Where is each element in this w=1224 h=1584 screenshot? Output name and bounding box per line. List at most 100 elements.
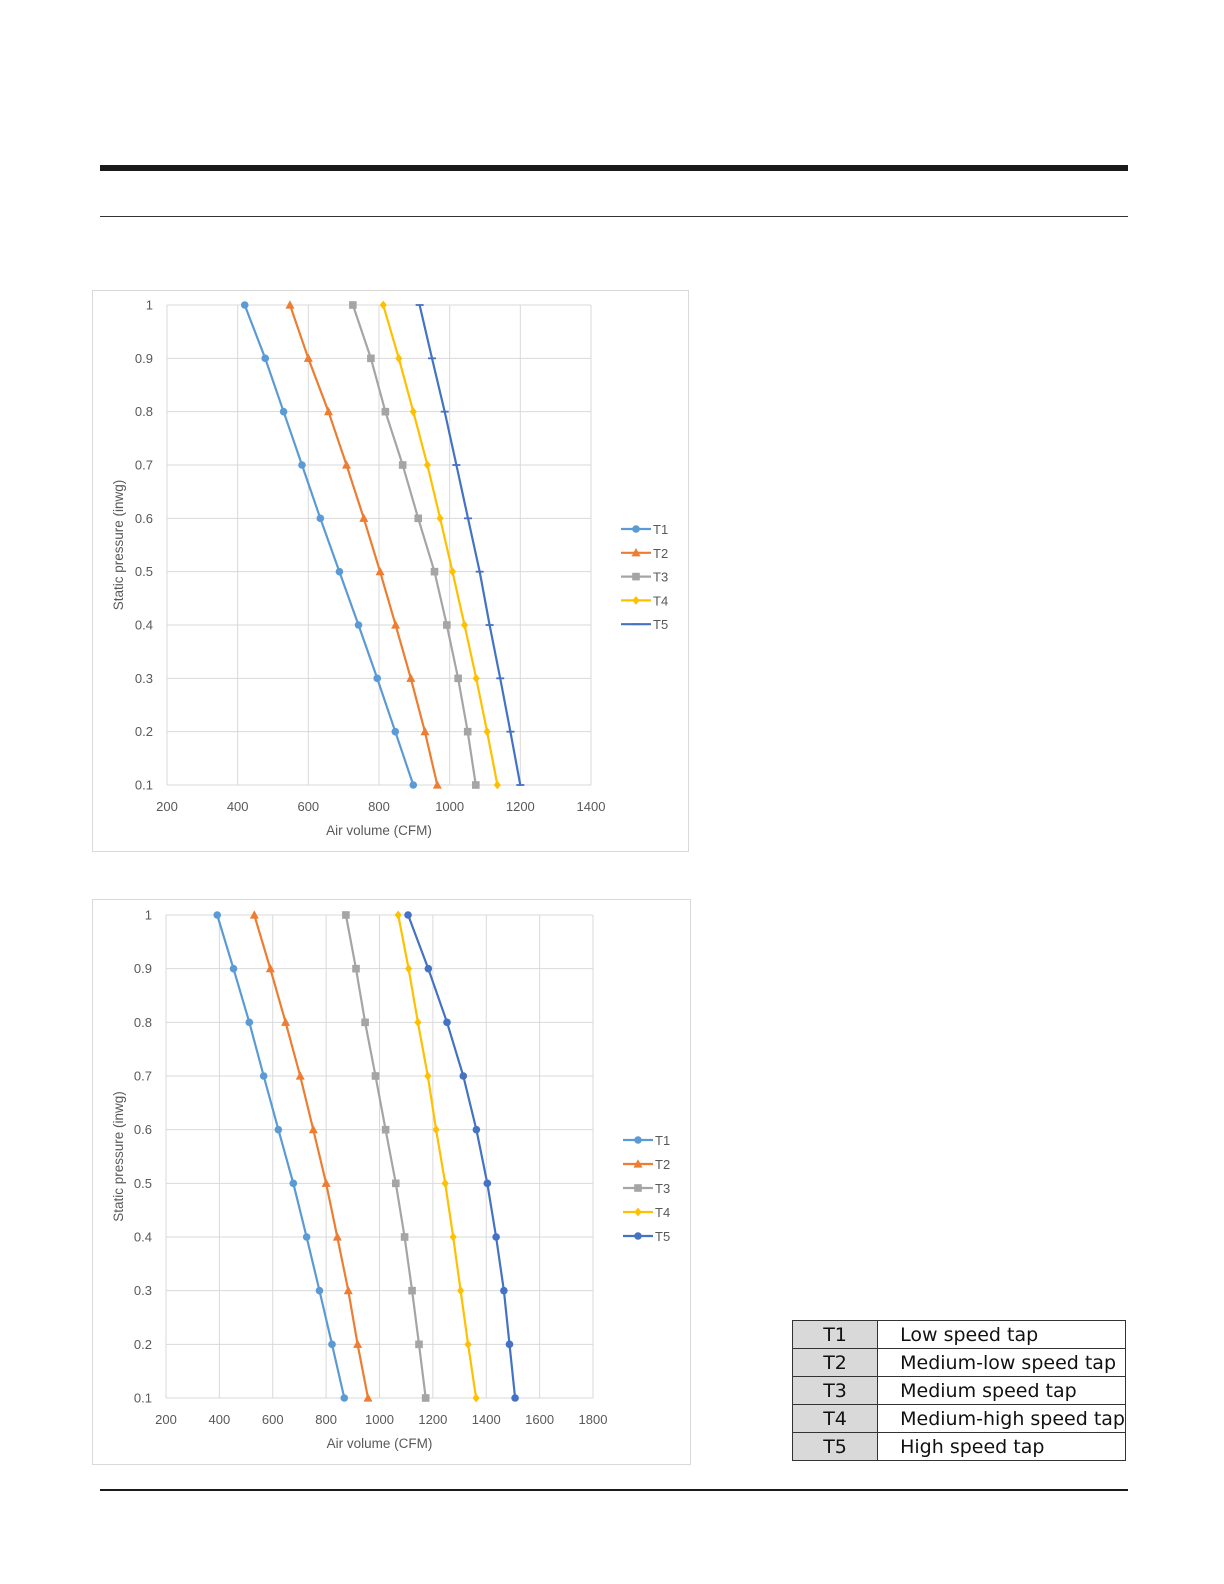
data-point — [328, 1340, 336, 1349]
data-point — [448, 567, 457, 577]
data-point — [472, 781, 480, 789]
legend-label: T3 — [653, 570, 668, 585]
data-point — [492, 1233, 500, 1241]
header-rule-thick — [100, 165, 1128, 171]
data-point — [483, 1179, 492, 1188]
legend-label: T3 — [655, 1181, 670, 1196]
y-tick-label: 1 — [146, 298, 153, 313]
x-tick-label: 400 — [209, 1412, 231, 1427]
data-point — [395, 353, 403, 363]
data-point — [379, 300, 387, 310]
y-tick-label: 0.4 — [135, 618, 153, 633]
data-point — [424, 964, 433, 973]
data-point — [342, 911, 350, 919]
x-tick-label: 1200 — [506, 799, 535, 814]
data-point — [367, 354, 375, 363]
tap-code: T4 — [791, 1404, 879, 1433]
data-point — [493, 780, 501, 790]
data-point — [398, 461, 407, 469]
series-t3 — [349, 301, 480, 789]
data-point — [281, 1017, 291, 1026]
y-tick-label: 0.5 — [135, 564, 153, 579]
data-point — [406, 673, 416, 682]
y-tick-label: 0.9 — [135, 351, 153, 366]
data-point — [332, 1232, 342, 1241]
data-point — [414, 514, 423, 523]
series-line — [344, 914, 427, 1399]
y-tick-label: 0.2 — [135, 724, 153, 739]
legend-label: T4 — [653, 593, 668, 608]
data-point — [391, 1179, 400, 1188]
x-tick-label: 600 — [297, 799, 319, 814]
legend-marker — [632, 572, 640, 581]
x-tick-label: 800 — [315, 1412, 337, 1427]
data-point — [436, 513, 444, 523]
x-tick-label: 1200 — [418, 1412, 447, 1427]
data-point — [279, 407, 288, 416]
series-t5 — [415, 304, 525, 786]
legend-entry: T5 — [621, 617, 668, 632]
data-point — [249, 910, 259, 919]
y-tick-label: 0.7 — [135, 458, 153, 473]
data-point — [400, 1233, 409, 1241]
tap-description: Medium-high speed tap — [877, 1404, 1126, 1433]
chart-2-svg: 200 400 600 800 1000 1200 1400 1600 1800 0.1 0.2 0.… — [111, 908, 670, 1452]
data-point — [472, 1125, 481, 1134]
header-rule-thin — [100, 216, 1128, 217]
data-point — [472, 673, 480, 683]
data-point — [432, 780, 442, 789]
chart-2: 200 400 600 800 1000 1200 1400 1600 1800 0.1 0.2 0.… — [92, 899, 691, 1465]
series-line — [418, 304, 522, 786]
y-tick-label: 0.1 — [135, 778, 153, 793]
series-line — [407, 914, 517, 1399]
tap-code: T1 — [791, 1320, 879, 1349]
data-point — [430, 567, 439, 576]
data-point — [459, 1072, 468, 1080]
data-point — [464, 1339, 472, 1349]
legend-entry: T2 — [623, 1157, 670, 1172]
data-point — [335, 567, 344, 576]
data-point — [315, 1286, 324, 1295]
data-point — [472, 1393, 480, 1403]
table-row: T1 Low speed tap — [791, 1320, 1126, 1349]
data-point — [354, 621, 363, 629]
legend-marker — [634, 1232, 642, 1240]
y-tick-label: 0.6 — [134, 1122, 152, 1137]
y-tick-label: 0.4 — [134, 1230, 152, 1245]
tap-code: T3 — [791, 1376, 879, 1405]
x-tick-label: 1400 — [577, 799, 606, 814]
data-point — [381, 1125, 390, 1134]
x-tick-label: 1000 — [435, 799, 464, 814]
data-point — [316, 514, 325, 523]
data-point — [500, 1286, 508, 1295]
y-tick-label: 0.1 — [134, 1391, 152, 1406]
series-t2 — [285, 300, 442, 789]
data-point — [441, 1178, 449, 1188]
legend-entry: T4 — [623, 1205, 670, 1220]
tap-description: Low speed tap — [877, 1320, 1126, 1349]
data-point — [340, 1394, 349, 1402]
legend-marker — [633, 1159, 643, 1168]
y-tick-label: 0.3 — [135, 671, 153, 686]
data-point — [511, 1394, 519, 1402]
data-point — [229, 964, 238, 973]
chart-1: 200 400 600 800 1000 1200 1400 0.1 0.2 0.3 0.4 0.5 0… — [92, 290, 689, 852]
data-point — [404, 964, 413, 974]
data-point — [323, 406, 333, 416]
legend-marker — [632, 525, 640, 533]
legend-entry: T1 — [621, 522, 668, 537]
series-line — [288, 304, 439, 786]
data-point — [302, 1233, 311, 1241]
data-point — [420, 726, 430, 736]
series-t1 — [213, 911, 349, 1402]
data-point — [371, 1072, 380, 1080]
legend-label: T2 — [653, 546, 668, 561]
series-t5 — [404, 911, 519, 1402]
table-row: T5 High speed tap — [791, 1432, 1126, 1461]
data-point — [423, 460, 432, 470]
series-t4 — [394, 910, 480, 1403]
data-point — [341, 460, 351, 469]
data-point — [352, 964, 360, 973]
data-point — [408, 1286, 416, 1295]
y-tick-label: 0.9 — [134, 961, 152, 976]
